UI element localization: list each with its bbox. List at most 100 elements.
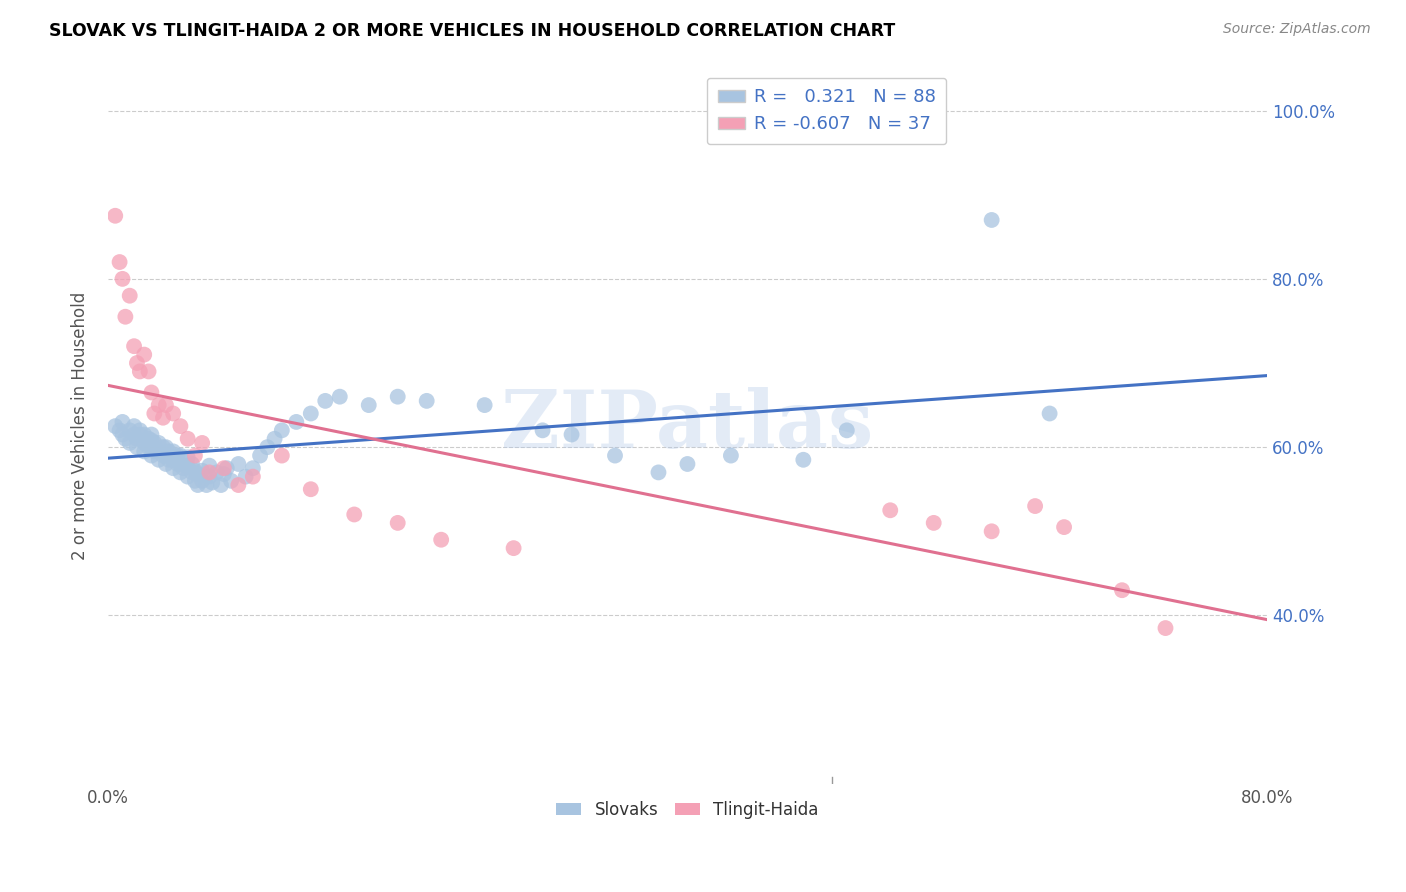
Point xyxy=(329,390,352,404)
Point xyxy=(198,466,221,480)
Point xyxy=(122,419,145,434)
Point xyxy=(148,436,170,450)
Point xyxy=(114,432,136,446)
Point xyxy=(299,482,322,496)
Text: Source: ZipAtlas.com: Source: ZipAtlas.com xyxy=(1223,22,1371,37)
Point xyxy=(169,419,191,434)
Point xyxy=(835,423,858,437)
Point xyxy=(187,478,209,492)
Point xyxy=(141,427,163,442)
Point xyxy=(474,398,496,412)
Point xyxy=(122,427,145,442)
Point xyxy=(162,461,184,475)
Point xyxy=(141,449,163,463)
Point xyxy=(125,356,148,370)
Point xyxy=(415,393,437,408)
Point xyxy=(169,466,191,480)
Point xyxy=(980,213,1002,227)
Y-axis label: 2 or more Vehicles in Household: 2 or more Vehicles in Household xyxy=(72,292,89,560)
Point xyxy=(1154,621,1177,635)
Point xyxy=(176,432,198,446)
Point xyxy=(191,464,214,478)
Point xyxy=(212,467,235,481)
Point xyxy=(187,467,209,481)
Point xyxy=(387,516,409,530)
Point xyxy=(256,440,278,454)
Point xyxy=(169,449,191,463)
Point xyxy=(181,457,204,471)
Point xyxy=(162,444,184,458)
Point xyxy=(104,209,127,223)
Point xyxy=(212,461,235,475)
Point xyxy=(198,458,221,473)
Point xyxy=(205,466,228,480)
Point xyxy=(157,444,180,458)
Point xyxy=(285,415,308,429)
Point xyxy=(249,449,271,463)
Point xyxy=(143,436,166,450)
Point xyxy=(155,457,177,471)
Point xyxy=(191,436,214,450)
Point xyxy=(1024,499,1046,513)
Point xyxy=(155,449,177,463)
Point xyxy=(561,427,583,442)
Point xyxy=(195,478,218,492)
Point xyxy=(128,364,150,378)
Point xyxy=(111,427,134,442)
Point xyxy=(176,458,198,473)
Point xyxy=(141,385,163,400)
Point xyxy=(314,393,336,408)
Point xyxy=(792,452,814,467)
Point xyxy=(1039,407,1062,421)
Point xyxy=(215,461,238,475)
Point xyxy=(166,457,188,471)
Point xyxy=(242,469,264,483)
Point xyxy=(603,449,626,463)
Point xyxy=(270,449,292,463)
Point xyxy=(270,423,292,437)
Point xyxy=(299,407,322,421)
Point xyxy=(128,423,150,437)
Point xyxy=(138,432,160,446)
Point xyxy=(162,452,184,467)
Point xyxy=(235,469,257,483)
Point xyxy=(125,432,148,446)
Point xyxy=(118,436,141,450)
Point xyxy=(122,339,145,353)
Point xyxy=(176,469,198,483)
Point xyxy=(111,415,134,429)
Point xyxy=(184,449,207,463)
Point xyxy=(143,407,166,421)
Legend: Slovaks, Tlingit-Haida: Slovaks, Tlingit-Haida xyxy=(550,794,825,825)
Point xyxy=(228,457,250,471)
Point xyxy=(1053,520,1076,534)
Point xyxy=(118,289,141,303)
Point xyxy=(357,398,380,412)
Point xyxy=(108,423,131,437)
Text: ZIPatlas: ZIPatlas xyxy=(502,387,873,465)
Point xyxy=(138,364,160,378)
Point xyxy=(219,474,242,488)
Point xyxy=(502,541,524,556)
Point xyxy=(166,449,188,463)
Point xyxy=(148,452,170,467)
Point xyxy=(176,450,198,465)
Point xyxy=(104,419,127,434)
Point xyxy=(201,475,224,490)
Point xyxy=(111,272,134,286)
Point xyxy=(134,444,156,458)
Point xyxy=(242,461,264,475)
Point xyxy=(162,407,184,421)
Point xyxy=(169,457,191,471)
Point xyxy=(134,436,156,450)
Point xyxy=(108,255,131,269)
Point xyxy=(152,449,174,463)
Point xyxy=(198,469,221,483)
Point xyxy=(531,423,554,437)
Point xyxy=(387,390,409,404)
Point xyxy=(134,427,156,442)
Point xyxy=(152,440,174,454)
Point xyxy=(184,464,207,478)
Point xyxy=(114,310,136,324)
Point xyxy=(343,508,366,522)
